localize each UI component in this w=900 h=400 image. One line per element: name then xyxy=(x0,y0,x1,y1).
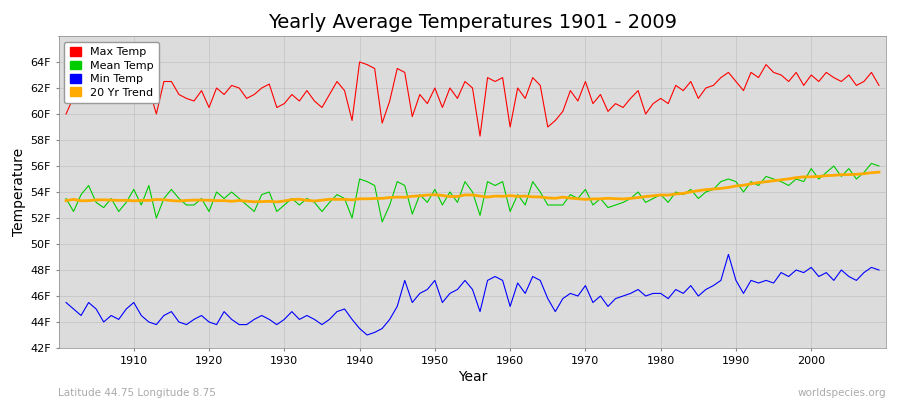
X-axis label: Year: Year xyxy=(458,370,487,384)
Text: worldspecies.org: worldspecies.org xyxy=(798,388,886,398)
Text: Latitude 44.75 Longitude 8.75: Latitude 44.75 Longitude 8.75 xyxy=(58,388,216,398)
Legend: Max Temp, Mean Temp, Min Temp, 20 Yr Trend: Max Temp, Mean Temp, Min Temp, 20 Yr Tre… xyxy=(64,42,158,103)
Y-axis label: Temperature: Temperature xyxy=(12,148,26,236)
Title: Yearly Average Temperatures 1901 - 2009: Yearly Average Temperatures 1901 - 2009 xyxy=(268,13,677,32)
